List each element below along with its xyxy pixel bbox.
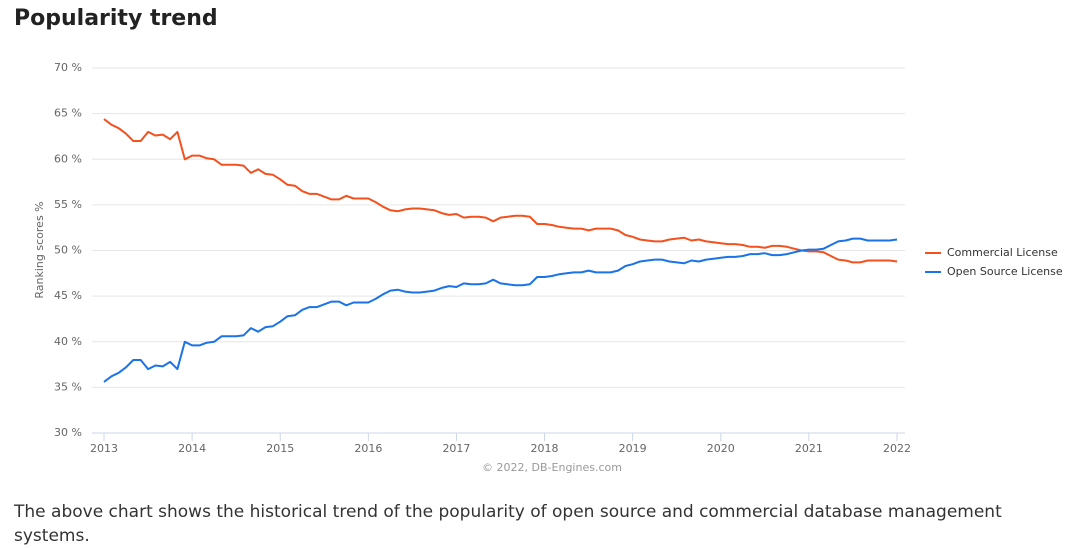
x-tick-label: 2016 xyxy=(354,442,382,455)
x-tick-label: 2020 xyxy=(707,442,735,455)
x-tick-label: 2021 xyxy=(795,442,823,455)
series-line xyxy=(103,118,898,264)
x-tick-label: 2018 xyxy=(531,442,559,455)
x-tick-label: 2015 xyxy=(266,442,294,455)
page-heading: Popularity trend xyxy=(14,6,218,31)
y-tick-label: 30 % xyxy=(54,426,82,439)
x-tick-label: 2014 xyxy=(178,442,206,455)
x-tick-label: 2019 xyxy=(619,442,647,455)
legend-label: Commercial License xyxy=(947,246,1058,259)
y-tick-label: 60 % xyxy=(54,152,82,165)
y-tick-label: 70 % xyxy=(54,61,82,74)
y-tick-label: 35 % xyxy=(54,380,82,393)
credit: © 2022, DB-Engines.com xyxy=(482,461,622,474)
legend-label: Open Source License xyxy=(947,265,1063,278)
description: The above chart shows the historical tre… xyxy=(14,502,1002,546)
x-tick-label: 2022 xyxy=(883,442,911,455)
x-tick-label: 2013 xyxy=(90,442,118,455)
series-line xyxy=(103,237,898,383)
y-tick-label: 55 % xyxy=(54,198,82,211)
chart: Ranking scores % © 2022, DB-Engines.com … xyxy=(33,61,1063,474)
y-tick-label: 45 % xyxy=(54,289,82,302)
y-tick-label: 65 % xyxy=(54,107,82,120)
x-tick-label: 2017 xyxy=(442,442,470,455)
y-tick-label: 50 % xyxy=(54,244,82,257)
y-tick-label: 40 % xyxy=(54,335,82,348)
y-axis-label: Ranking scores % xyxy=(33,201,46,298)
